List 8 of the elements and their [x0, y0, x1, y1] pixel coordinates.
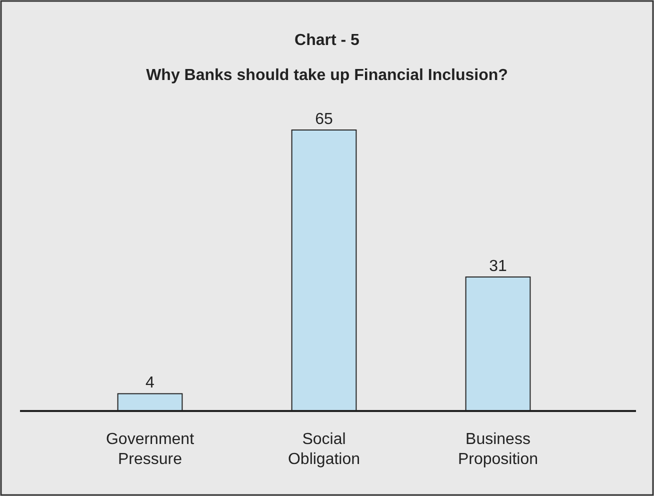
- x-tick-label: Government Pressure: [106, 431, 195, 468]
- x-tick-label: Social Obligation: [288, 431, 360, 468]
- x-tick-label: Business Proposition: [458, 431, 538, 468]
- chart-title: Chart - 5: [294, 32, 360, 49]
- chart-subtitle: Why Banks should take up Financial Inclusion?: [146, 67, 508, 84]
- data-label: 31: [489, 258, 507, 275]
- data-label: 4: [146, 374, 155, 392]
- data-label: 65: [315, 111, 333, 128]
